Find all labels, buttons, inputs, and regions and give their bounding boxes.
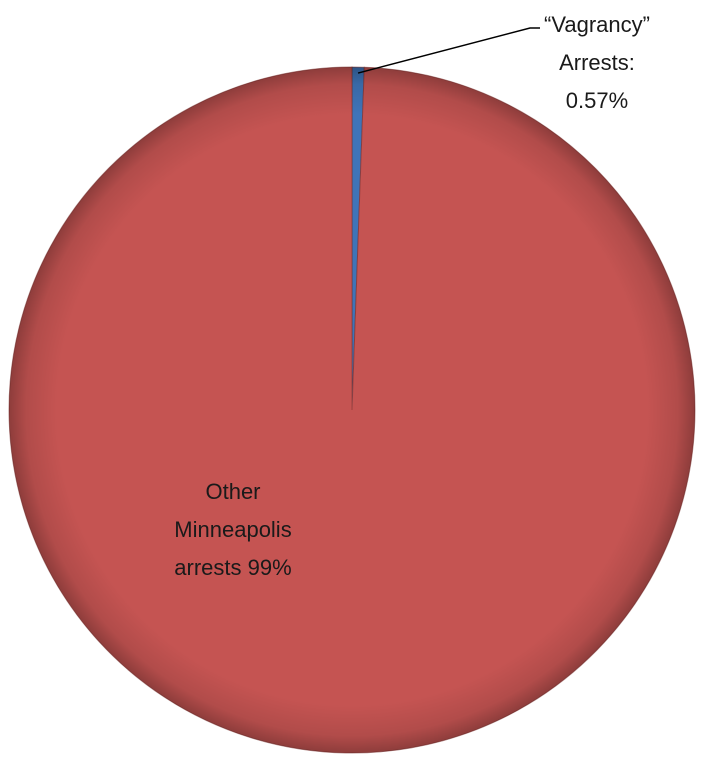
slice-label-vagrancy: “Vagrancy” Arrests: 0.57%	[544, 12, 650, 113]
slice-labels: “Vagrancy” Arrests: 0.57% Other Minneapolis a…	[174, 12, 650, 580]
slice-label-line: “Vagrancy”	[544, 12, 650, 37]
pie-slices	[8, 66, 696, 754]
pie-slice-other	[8, 66, 696, 754]
slice-label-line: Other	[205, 479, 260, 504]
slice-label-line: 0.57%	[566, 88, 628, 113]
slice-label-line: arrests 99%	[174, 555, 291, 580]
leader-line-vagrancy	[357, 27, 540, 74]
leader-lines	[357, 27, 540, 74]
slice-label-line: Minneapolis	[174, 517, 291, 542]
slice-label-other: Other Minneapolis arrests 99%	[174, 479, 291, 580]
slice-label-line: Arrests:	[559, 50, 635, 75]
